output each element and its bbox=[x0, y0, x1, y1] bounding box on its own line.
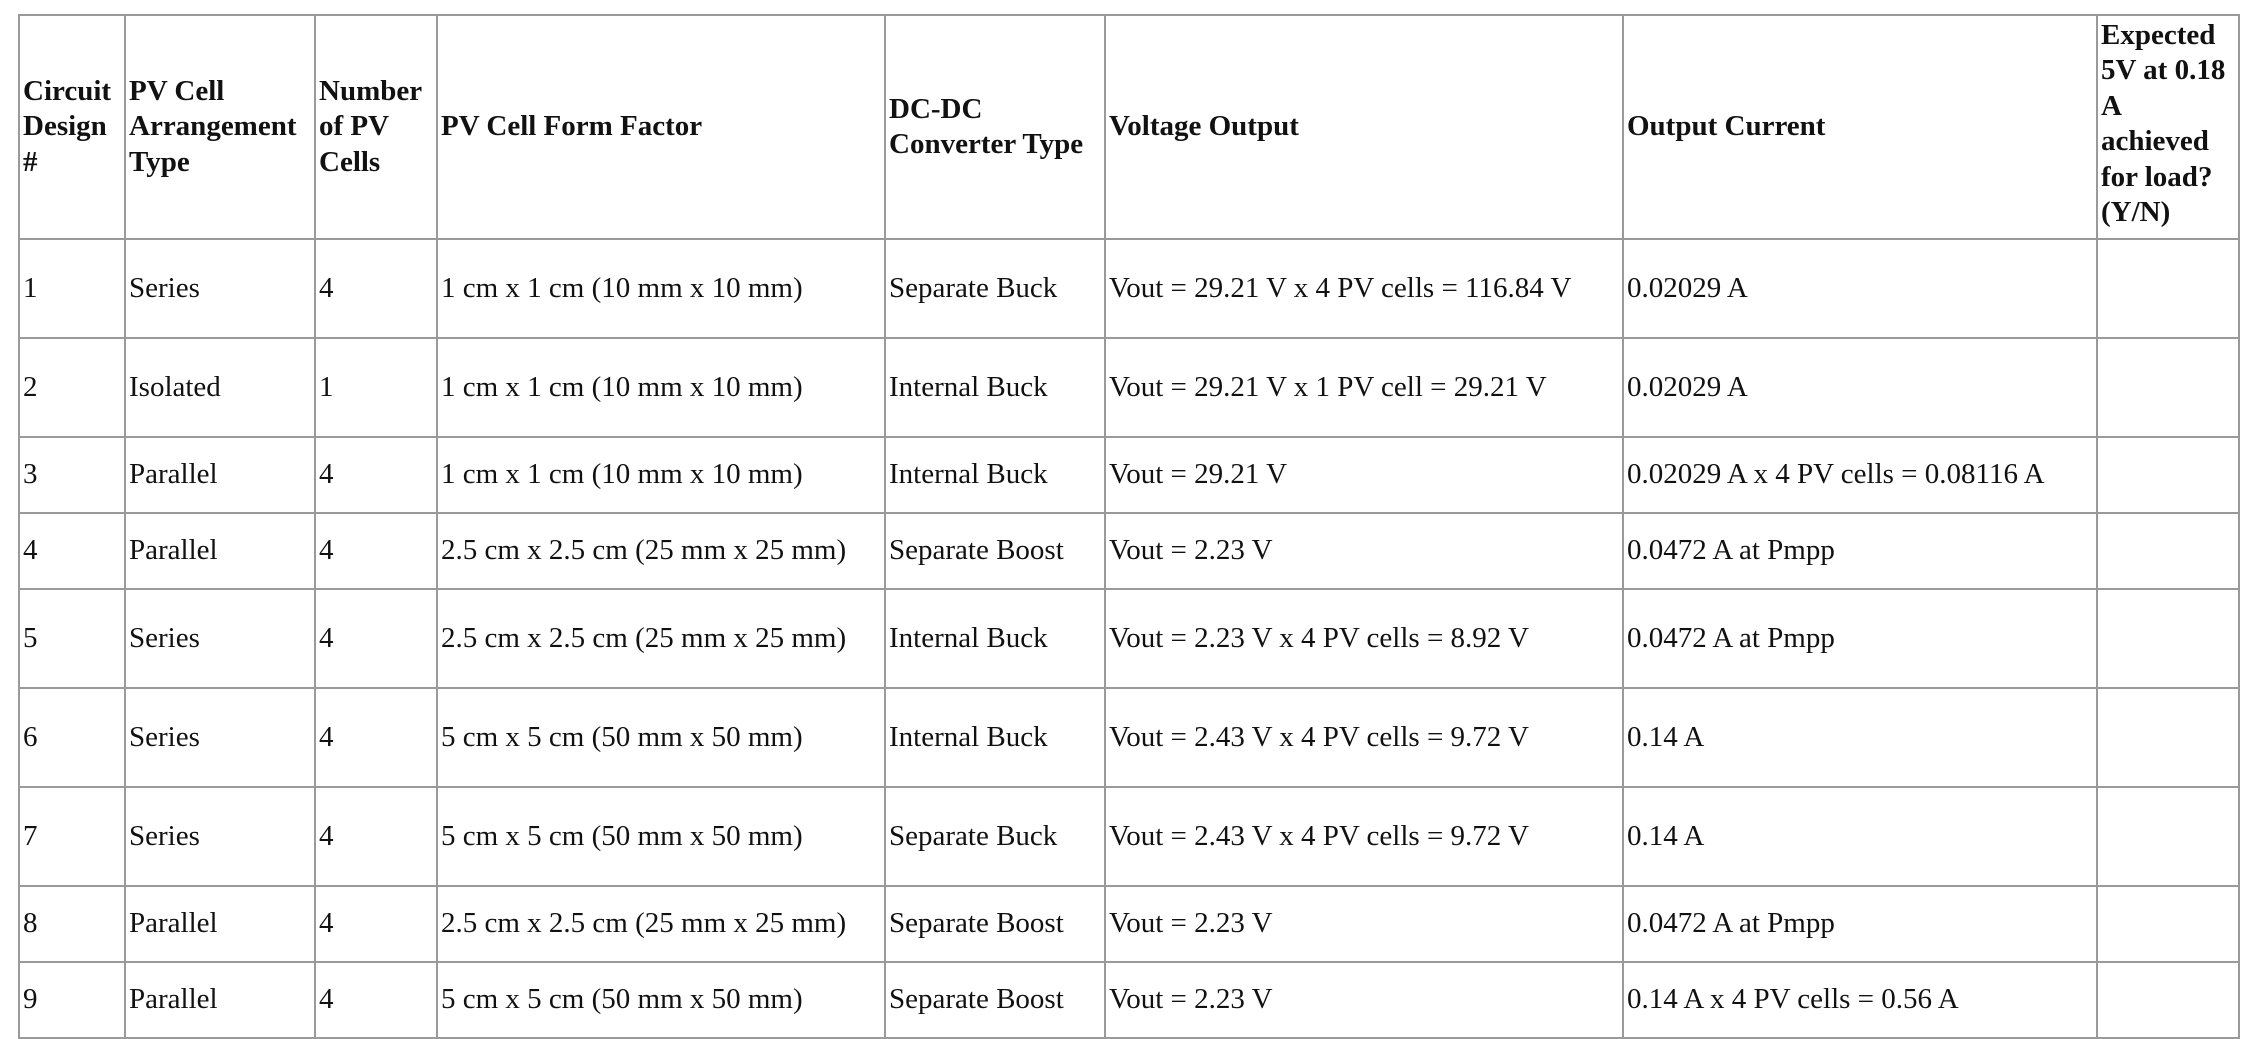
cell-form-factor: 2.5 cm x 2.5 cm (25 mm x 25 mm) bbox=[436, 512, 886, 590]
cell-circuit-design: 1 bbox=[18, 238, 126, 339]
cell-arrangement-type: Series bbox=[124, 687, 316, 788]
cell-expected-achieved bbox=[2096, 687, 2240, 788]
cell-number-of-cells: 4 bbox=[314, 436, 438, 514]
cell-form-factor: 1 cm x 1 cm (10 mm x 10 mm) bbox=[436, 337, 886, 438]
cell-number-of-cells: 4 bbox=[314, 885, 438, 963]
table-row: 6 Series 4 5 cm x 5 cm (50 mm x 50 mm) I… bbox=[18, 687, 2240, 788]
cell-expected-achieved bbox=[2096, 238, 2240, 339]
cell-expected-achieved bbox=[2096, 337, 2240, 438]
cell-arrangement-type: Parallel bbox=[124, 885, 316, 963]
cell-output-current: 0.0472 A at Pmpp bbox=[1622, 885, 2098, 963]
cell-output-current: 0.0472 A at Pmpp bbox=[1622, 588, 2098, 689]
cell-expected-achieved bbox=[2096, 786, 2240, 887]
cell-converter-type: Separate Boost bbox=[884, 961, 1106, 1039]
cell-circuit-design: 6 bbox=[18, 687, 126, 788]
header-number-of-cells: Number of PV Cells bbox=[314, 14, 438, 240]
cell-output-current: 0.02029 A bbox=[1622, 238, 2098, 339]
cell-arrangement-type: Series bbox=[124, 786, 316, 887]
cell-number-of-cells: 4 bbox=[314, 786, 438, 887]
table-row: 5 Series 4 2.5 cm x 2.5 cm (25 mm x 25 m… bbox=[18, 588, 2240, 689]
cell-form-factor: 5 cm x 5 cm (50 mm x 50 mm) bbox=[436, 687, 886, 788]
cell-circuit-design: 5 bbox=[18, 588, 126, 689]
cell-voltage-output: Vout = 2.23 V bbox=[1104, 961, 1624, 1039]
header-arrangement-type: PV Cell Arrangement Type bbox=[124, 14, 316, 240]
cell-number-of-cells: 4 bbox=[314, 961, 438, 1039]
table-row: 3 Parallel 4 1 cm x 1 cm (10 mm x 10 mm)… bbox=[18, 436, 2240, 514]
table-row: 2 Isolated 1 1 cm x 1 cm (10 mm x 10 mm)… bbox=[18, 337, 2240, 438]
cell-form-factor: 5 cm x 5 cm (50 mm x 50 mm) bbox=[436, 786, 886, 887]
cell-arrangement-type: Parallel bbox=[124, 961, 316, 1039]
cell-voltage-output: Vout = 2.43 V x 4 PV cells = 9.72 V bbox=[1104, 786, 1624, 887]
cell-number-of-cells: 1 bbox=[314, 337, 438, 438]
header-expected-achieved: Expected 5V at 0.18 A achieved for load?… bbox=[2096, 14, 2240, 240]
cell-form-factor: 1 cm x 1 cm (10 mm x 10 mm) bbox=[436, 238, 886, 339]
cell-converter-type: Separate Boost bbox=[884, 885, 1106, 963]
cell-arrangement-type: Series bbox=[124, 238, 316, 339]
cell-expected-achieved bbox=[2096, 885, 2240, 963]
cell-converter-type: Internal Buck bbox=[884, 436, 1106, 514]
header-output-current: Output Current bbox=[1622, 14, 2098, 240]
cell-form-factor: 2.5 cm x 2.5 cm (25 mm x 25 mm) bbox=[436, 885, 886, 963]
cell-circuit-design: 4 bbox=[18, 512, 126, 590]
cell-voltage-output: Vout = 29.21 V bbox=[1104, 436, 1624, 514]
cell-expected-achieved bbox=[2096, 436, 2240, 514]
cell-circuit-design: 8 bbox=[18, 885, 126, 963]
cell-expected-achieved bbox=[2096, 512, 2240, 590]
cell-expected-achieved bbox=[2096, 588, 2240, 689]
cell-arrangement-type: Series bbox=[124, 588, 316, 689]
cell-converter-type: Internal Buck bbox=[884, 687, 1106, 788]
cell-number-of-cells: 4 bbox=[314, 512, 438, 590]
cell-arrangement-type: Isolated bbox=[124, 337, 316, 438]
cell-output-current: 0.14 A bbox=[1622, 786, 2098, 887]
cell-arrangement-type: Parallel bbox=[124, 512, 316, 590]
cell-converter-type: Separate Buck bbox=[884, 786, 1106, 887]
cell-circuit-design: 9 bbox=[18, 961, 126, 1039]
cell-voltage-output: Vout = 29.21 V x 4 PV cells = 116.84 V bbox=[1104, 238, 1624, 339]
cell-arrangement-type: Parallel bbox=[124, 436, 316, 514]
cell-circuit-design: 2 bbox=[18, 337, 126, 438]
cell-converter-type: Internal Buck bbox=[884, 337, 1106, 438]
cell-voltage-output: Vout = 2.23 V bbox=[1104, 885, 1624, 963]
circuit-design-table: Circuit Design # PV Cell Arrangement Typ… bbox=[18, 14, 2240, 1039]
cell-voltage-output: Vout = 2.23 V x 4 PV cells = 8.92 V bbox=[1104, 588, 1624, 689]
header-voltage-output: Voltage Output bbox=[1104, 14, 1624, 240]
cell-output-current: 0.02029 A x 4 PV cells = 0.08116 A bbox=[1622, 436, 2098, 514]
cell-converter-type: Separate Buck bbox=[884, 238, 1106, 339]
cell-voltage-output: Vout = 2.43 V x 4 PV cells = 9.72 V bbox=[1104, 687, 1624, 788]
cell-circuit-design: 3 bbox=[18, 436, 126, 514]
cell-form-factor: 5 cm x 5 cm (50 mm x 50 mm) bbox=[436, 961, 886, 1039]
cell-number-of-cells: 4 bbox=[314, 588, 438, 689]
header-converter-type: DC-DC Converter Type bbox=[884, 14, 1106, 240]
cell-number-of-cells: 4 bbox=[314, 687, 438, 788]
cell-expected-achieved bbox=[2096, 961, 2240, 1039]
cell-number-of-cells: 4 bbox=[314, 238, 438, 339]
cell-form-factor: 2.5 cm x 2.5 cm (25 mm x 25 mm) bbox=[436, 588, 886, 689]
cell-output-current: 0.14 A x 4 PV cells = 0.56 A bbox=[1622, 961, 2098, 1039]
cell-output-current: 0.0472 A at Pmpp bbox=[1622, 512, 2098, 590]
cell-output-current: 0.14 A bbox=[1622, 687, 2098, 788]
cell-converter-type: Separate Boost bbox=[884, 512, 1106, 590]
table-row: 4 Parallel 4 2.5 cm x 2.5 cm (25 mm x 25… bbox=[18, 512, 2240, 590]
header-circuit-design: Circuit Design # bbox=[18, 14, 126, 240]
table-row: 8 Parallel 4 2.5 cm x 2.5 cm (25 mm x 25… bbox=[18, 885, 2240, 963]
header-row: Circuit Design # PV Cell Arrangement Typ… bbox=[18, 14, 2240, 240]
table-row: 9 Parallel 4 5 cm x 5 cm (50 mm x 50 mm)… bbox=[18, 961, 2240, 1039]
cell-voltage-output: Vout = 2.23 V bbox=[1104, 512, 1624, 590]
header-form-factor: PV Cell Form Factor bbox=[436, 14, 886, 240]
cell-voltage-output: Vout = 29.21 V x 1 PV cell = 29.21 V bbox=[1104, 337, 1624, 438]
table-row: 7 Series 4 5 cm x 5 cm (50 mm x 50 mm) S… bbox=[18, 786, 2240, 887]
cell-converter-type: Internal Buck bbox=[884, 588, 1106, 689]
cell-circuit-design: 7 bbox=[18, 786, 126, 887]
cell-output-current: 0.02029 A bbox=[1622, 337, 2098, 438]
table-row: 1 Series 4 1 cm x 1 cm (10 mm x 10 mm) S… bbox=[18, 238, 2240, 339]
table-container: Circuit Design # PV Cell Arrangement Typ… bbox=[18, 14, 2240, 1039]
cell-form-factor: 1 cm x 1 cm (10 mm x 10 mm) bbox=[436, 436, 886, 514]
